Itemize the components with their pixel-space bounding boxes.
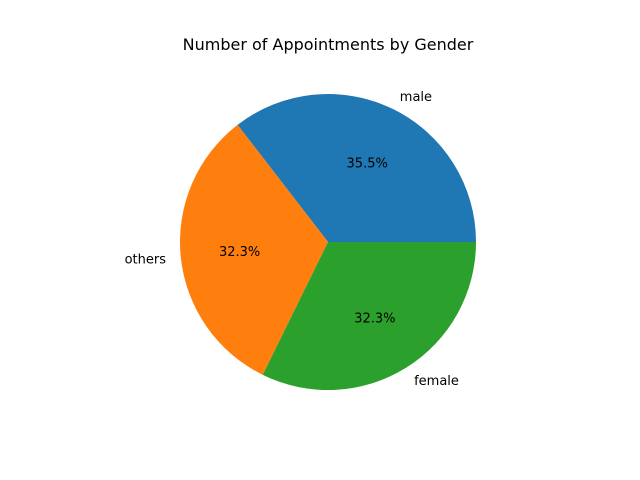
slice-label-female: female [414,374,459,389]
slice-label-others: others [125,252,167,267]
pie-slices [179,94,476,391]
pie-slice-female [262,242,476,391]
chart-title: Number of Appointments by Gender [183,35,474,54]
slice-percent-male: 35.5% [347,156,388,171]
slice-percent-female: 32.3% [354,311,395,326]
slice-percent-others: 32.3% [219,245,260,260]
pie-labels: male 35.5% others 32.3% female 32.3% [125,90,459,389]
pie-slice-others [179,124,328,375]
pie-slice-male [237,94,476,242]
slice-label-male: male [400,90,432,105]
